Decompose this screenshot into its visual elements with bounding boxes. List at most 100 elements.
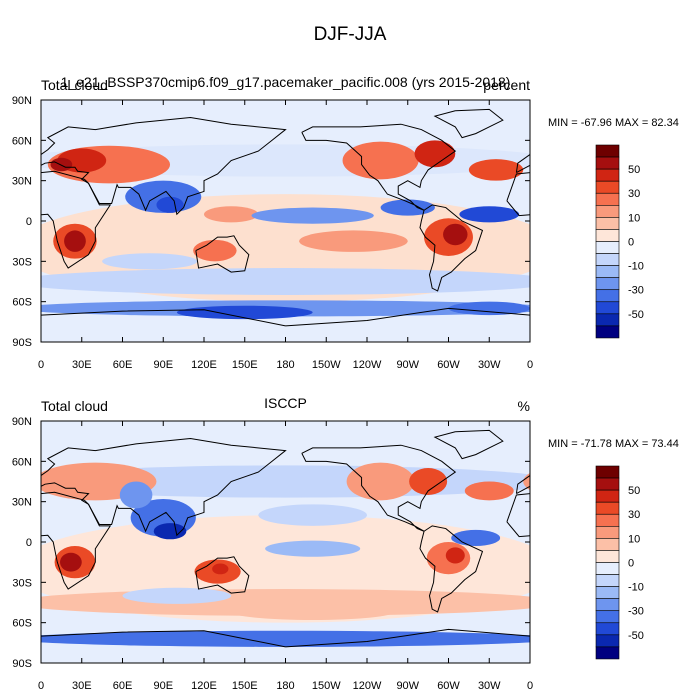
colorbar-box bbox=[595, 229, 620, 242]
colorbar-label: 10 bbox=[628, 533, 640, 545]
colorbar-box bbox=[595, 253, 620, 266]
coastline bbox=[41, 491, 112, 590]
colorbar-label: 30 bbox=[628, 188, 640, 200]
contour-region bbox=[380, 199, 435, 216]
left-title: Total cloud bbox=[41, 77, 108, 93]
colorbar-box bbox=[595, 598, 620, 612]
lon-tick-label: 180 bbox=[276, 680, 294, 692]
colorbar-box bbox=[595, 192, 620, 206]
contour-region bbox=[299, 230, 408, 252]
contour-region bbox=[445, 547, 465, 564]
colorbar-box bbox=[595, 265, 620, 278]
contour-region bbox=[549, 553, 571, 572]
lon-tick-label: 30E bbox=[72, 680, 92, 692]
lon-tick-label: 120W bbox=[353, 680, 382, 692]
contour-region bbox=[212, 563, 229, 575]
min-max: MIN = -67.96 MAX = 82.34 bbox=[548, 117, 679, 129]
lon-tick-label: 90E bbox=[153, 359, 173, 371]
contour-region bbox=[448, 301, 530, 316]
contour-region bbox=[60, 552, 82, 572]
contour-region bbox=[64, 230, 86, 252]
center-title: ISCCP bbox=[264, 395, 307, 411]
lon-tick-label: 120W bbox=[353, 359, 382, 371]
lon-tick-label: 90W bbox=[396, 359, 419, 371]
contour-region bbox=[176, 305, 313, 320]
colorbar-box bbox=[595, 646, 620, 660]
contour-region bbox=[414, 140, 456, 168]
colorbar-label: 30 bbox=[628, 509, 640, 521]
contour-region bbox=[346, 462, 415, 501]
colorbar-label: -50 bbox=[628, 309, 644, 321]
contour-region bbox=[193, 239, 237, 262]
contour-region bbox=[41, 268, 530, 295]
colorbar-box bbox=[595, 501, 620, 515]
lon-tick-label: 150E bbox=[232, 680, 258, 692]
colorbar-box bbox=[595, 622, 620, 636]
contour-region bbox=[464, 481, 514, 501]
lon-tick-label: 0 bbox=[38, 680, 44, 692]
contour-region bbox=[693, 206, 700, 222]
figure-title: DJF-JJA bbox=[314, 24, 387, 45]
map-panel bbox=[0, 421, 676, 663]
coastline bbox=[433, 108, 504, 139]
lat-tick-label: 60N bbox=[12, 135, 32, 147]
contour-region bbox=[119, 481, 153, 509]
contour-region bbox=[204, 206, 259, 223]
colorbar-box bbox=[595, 586, 620, 599]
contour-region bbox=[41, 596, 69, 609]
contour-region bbox=[502, 275, 530, 288]
contour-region bbox=[409, 468, 448, 495]
contour-region bbox=[643, 523, 676, 539]
contour-region bbox=[502, 596, 530, 609]
center-title: 1_e21_BSSP370cmip6.f09_g17.pacemaker_pac… bbox=[61, 74, 511, 90]
lat-tick-label: 30N bbox=[12, 497, 32, 509]
min-max: MIN = -71.78 MAX = 73.44 bbox=[548, 438, 679, 450]
map-panel bbox=[41, 100, 700, 342]
colorbar-label: 50 bbox=[628, 164, 640, 176]
colorbar-box bbox=[595, 513, 620, 527]
contour-region bbox=[451, 529, 501, 547]
lon-tick-label: 150W bbox=[312, 359, 341, 371]
contour-region bbox=[342, 141, 419, 180]
contour-region bbox=[0, 530, 11, 546]
colorbar-label: -10 bbox=[628, 582, 644, 594]
coastline bbox=[195, 556, 250, 594]
contour-region bbox=[502, 224, 530, 272]
colorbar-box bbox=[595, 477, 620, 491]
colorbar-box bbox=[595, 205, 620, 218]
colorbar-label: -30 bbox=[628, 606, 644, 618]
contour-region bbox=[614, 181, 690, 213]
lon-tick-label: 90E bbox=[153, 680, 173, 692]
contour-region bbox=[265, 540, 361, 557]
colorbar-box bbox=[595, 550, 620, 563]
lon-tick-label: 180 bbox=[276, 359, 294, 371]
left-title: Total cloud bbox=[41, 398, 108, 414]
lon-tick-label: 0 bbox=[38, 359, 44, 371]
contour-region bbox=[41, 630, 530, 647]
coastline bbox=[195, 235, 250, 273]
contour-region bbox=[251, 207, 374, 224]
colorbar-label: 50 bbox=[628, 485, 640, 497]
coastline bbox=[301, 123, 457, 211]
coastline bbox=[41, 170, 112, 269]
lat-tick-label: 90N bbox=[12, 95, 32, 107]
coastline bbox=[285, 307, 530, 327]
contour-region bbox=[443, 223, 468, 246]
contour-region bbox=[502, 635, 530, 643]
contour-region bbox=[544, 546, 585, 578]
contour-region bbox=[231, 603, 395, 620]
contour-region bbox=[542, 224, 585, 259]
contour-region bbox=[50, 157, 73, 172]
contour-region bbox=[153, 523, 187, 540]
lat-tick-label: 30N bbox=[12, 176, 32, 188]
colorbar-label: 0 bbox=[628, 557, 634, 569]
lon-tick-label: 60W bbox=[437, 680, 460, 692]
contour-region bbox=[459, 206, 520, 223]
colorbar-box bbox=[595, 241, 620, 254]
contour-region bbox=[41, 304, 69, 312]
colorbar-box bbox=[595, 313, 620, 327]
contour-region bbox=[102, 253, 198, 270]
colorbar-box bbox=[595, 289, 620, 303]
